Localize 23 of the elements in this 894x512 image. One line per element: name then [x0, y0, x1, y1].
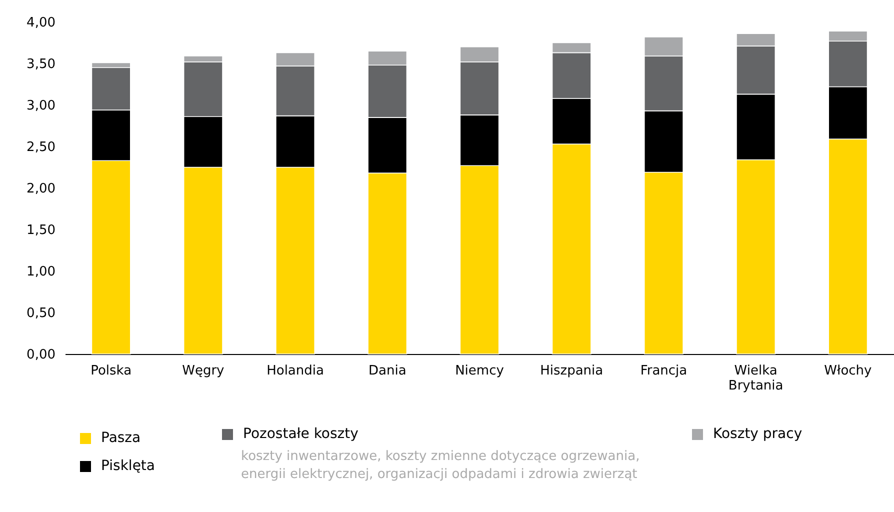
text: koszty inwentarzowe, koszty zmienne dotyczące ogrzewania, energii elektrycznej, organizacji odpadami i zdrowia zwierząt [241, 448, 641, 484]
y-tick-label: 3,50 [26, 57, 56, 72]
y-tick-label: 2,00 [26, 182, 56, 196]
x-tick-label: Włochy [824, 364, 872, 378]
legend-label: Pisklęta [101, 458, 155, 474]
y-tick-label: 1,00 [26, 264, 56, 280]
y-tick-label: 2,50 [26, 140, 56, 155]
x-tick-label: Holandia [266, 364, 324, 378]
legend-label: Pasza [101, 430, 141, 446]
x-tick-label: Dania [368, 364, 406, 378]
legend-label: Koszty pracy [713, 426, 802, 442]
y-tick-label: 1,50 [26, 223, 56, 238]
x-tick-label: Francja [640, 364, 688, 378]
y-tick-label: 4,00 [26, 16, 56, 30]
x-tick-label: Hiszpania [540, 364, 604, 378]
legend-label: Pozostałe koszty [243, 426, 358, 442]
y-tick-label: 0,50 [26, 306, 56, 321]
x-tick-label: Wielka Brytania [728, 364, 784, 394]
x-tick-label: Niemcy [455, 364, 504, 378]
y-tick-label: 0,00 [26, 348, 56, 362]
x-tick-label: Polska [90, 364, 132, 378]
x-tick-label: Węgry [182, 364, 225, 378]
y-tick-label: 3,00 [26, 98, 56, 114]
